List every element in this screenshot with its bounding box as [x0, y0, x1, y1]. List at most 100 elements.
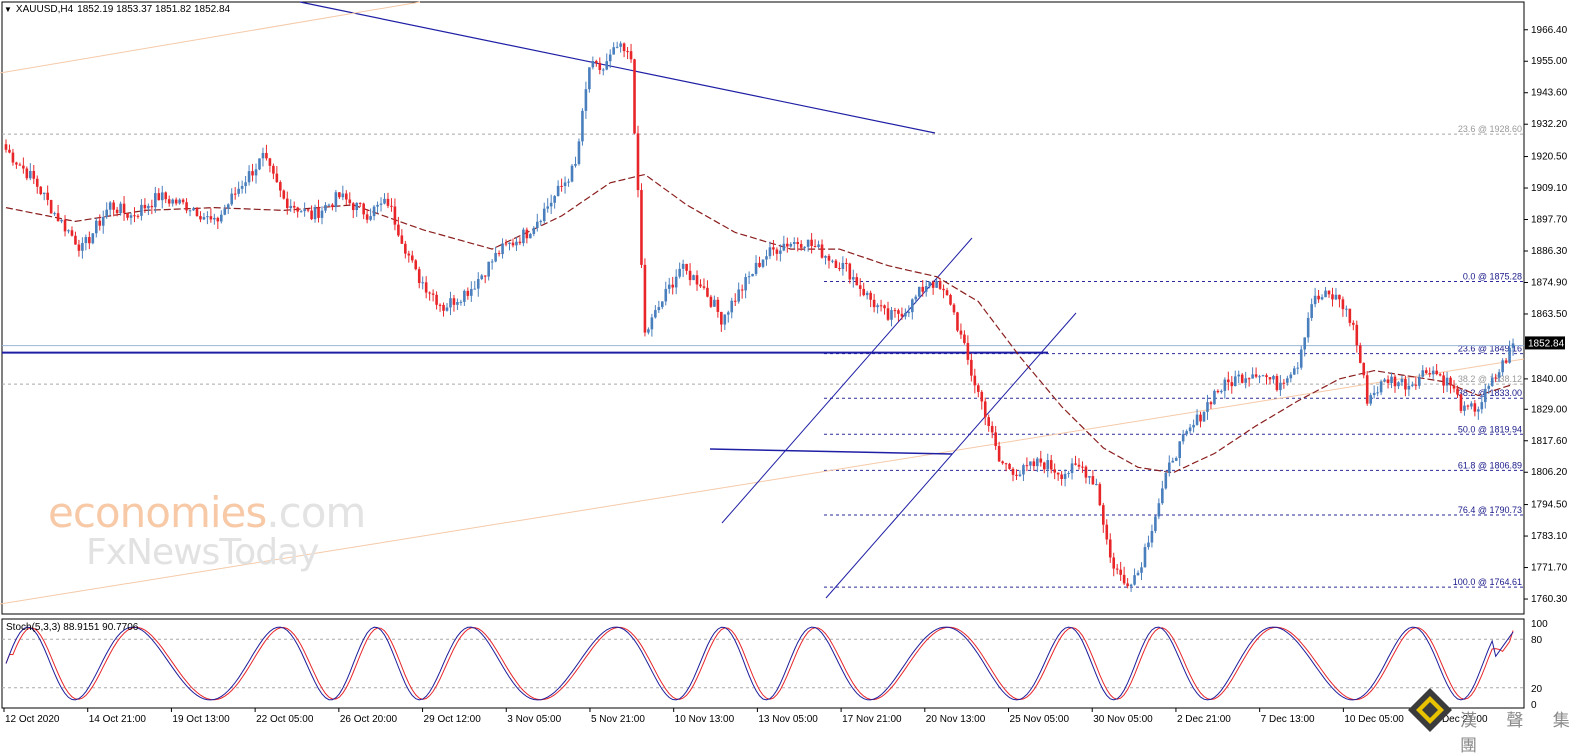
candle: [730, 297, 734, 319]
candle-body: [574, 163, 577, 166]
candle-body: [1174, 458, 1178, 461]
candle-body: [67, 230, 70, 232]
fib-level-label: 38.2 @ 1833.00: [1458, 388, 1522, 398]
candle: [459, 299, 463, 306]
candle-body: [11, 152, 15, 163]
candle-body: [129, 215, 133, 218]
candle-body: [101, 217, 105, 226]
current-price-box: [1525, 336, 1565, 350]
main-pane-border: [1, 1, 1525, 615]
candle: [1477, 406, 1480, 420]
candle: [1209, 400, 1213, 409]
candle: [1206, 394, 1209, 420]
candle: [35, 175, 39, 194]
candle-body: [1397, 382, 1400, 387]
candle: [77, 239, 81, 257]
candle: [574, 156, 577, 168]
stoch-tick-label: 0: [1531, 700, 1537, 711]
candle-body: [786, 243, 789, 247]
candle: [1386, 375, 1390, 389]
candle-body: [692, 275, 695, 281]
candle: [181, 198, 185, 205]
candle-body: [855, 277, 859, 286]
candle-body: [341, 193, 345, 198]
candle: [921, 279, 925, 297]
candle-body: [976, 385, 980, 392]
candle-body: [1140, 567, 1143, 573]
company-logo: 漢 聲 集 團: [1404, 684, 1594, 756]
candle: [164, 191, 168, 204]
candle-body: [917, 286, 921, 297]
candle: [383, 193, 386, 205]
candle: [674, 269, 678, 295]
candle-body: [862, 288, 866, 296]
candle: [362, 202, 365, 220]
candle-body: [876, 305, 879, 308]
candle: [1185, 429, 1188, 437]
candle: [119, 201, 122, 216]
candle-body: [699, 284, 702, 287]
candle: [74, 231, 77, 245]
candle-body: [1383, 379, 1386, 382]
price-tick-label: 1920.50: [1531, 152, 1568, 163]
candle: [1119, 561, 1122, 581]
candle-body: [508, 242, 511, 244]
candle: [966, 335, 970, 365]
candle: [654, 305, 657, 319]
candle: [1501, 358, 1504, 377]
candle: [813, 239, 817, 248]
current-price-label: 1852.84: [1528, 338, 1565, 349]
candle-body: [1282, 382, 1286, 384]
candle-body: [1265, 375, 1268, 378]
candle-body: [334, 192, 338, 208]
candle: [706, 280, 709, 298]
candle: [1258, 374, 1261, 384]
candle-body: [310, 210, 313, 220]
ohlc-values: 1852.19 1853.37 1851.82 1852.84: [77, 4, 231, 15]
candle: [358, 202, 362, 208]
candle-body: [542, 208, 546, 222]
candle: [386, 192, 390, 209]
candle: [397, 216, 400, 237]
candle-body: [595, 61, 598, 63]
candle-body: [345, 193, 348, 200]
candle: [546, 198, 550, 213]
candle-body: [1181, 434, 1185, 442]
candle: [858, 278, 862, 297]
candle-body: [702, 286, 706, 288]
candle: [1504, 358, 1508, 364]
candle: [108, 201, 112, 216]
candle: [1036, 456, 1039, 473]
candle-body: [980, 391, 984, 402]
candle: [806, 239, 810, 252]
candle: [553, 195, 556, 209]
candle-body: [803, 246, 806, 248]
candle: [303, 202, 306, 217]
candle: [84, 234, 88, 251]
candle-body: [1338, 294, 1341, 300]
candle-body: [1466, 405, 1470, 407]
collapse-triangle-icon[interactable]: ▼: [4, 5, 12, 14]
candle-body: [1088, 476, 1091, 478]
candle: [202, 212, 206, 221]
candle-body: [237, 188, 240, 194]
candle-body: [1070, 463, 1074, 474]
candle-body: [1098, 484, 1102, 506]
candle-body: [299, 211, 303, 213]
candle-body: [1355, 324, 1359, 346]
candle: [1032, 458, 1036, 471]
candle: [1369, 392, 1372, 406]
candle-body: [695, 275, 699, 285]
candle-body: [1286, 378, 1289, 383]
candle-body: [674, 276, 678, 288]
time-tick-label: 10 Dec 05:00: [1344, 714, 1404, 725]
candle-body: [1230, 382, 1234, 387]
candle-body: [588, 67, 591, 90]
candle: [410, 250, 414, 263]
candle: [584, 81, 588, 119]
candle-body: [91, 233, 95, 244]
candle-body: [268, 158, 272, 166]
candle-body: [772, 247, 775, 250]
candle-body: [865, 292, 869, 296]
candle-body: [331, 204, 334, 208]
